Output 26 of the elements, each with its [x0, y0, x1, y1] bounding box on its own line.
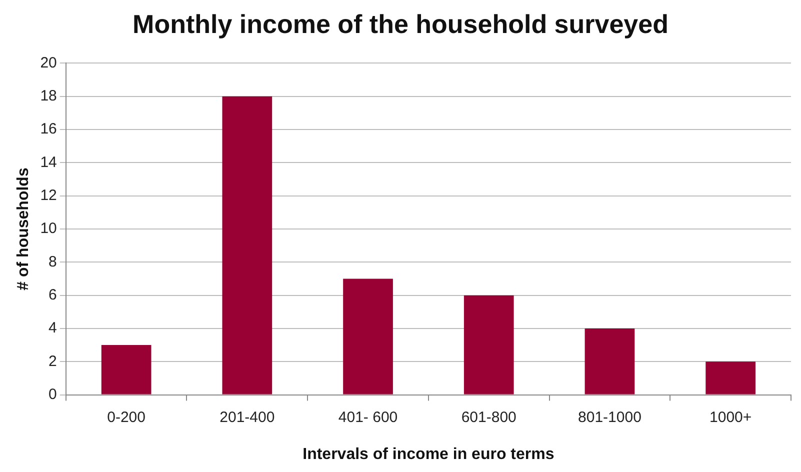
y-tick-label: 20 [40, 54, 57, 72]
x-tick-label: 801-1000 [578, 408, 642, 426]
y-tick-label: 14 [40, 154, 57, 171]
x-tick-label: 201-400 [220, 408, 275, 426]
y-tick-label: 8 [48, 253, 57, 270]
bar [222, 96, 272, 394]
x-tick-label: 601-800 [461, 408, 516, 426]
x-axis-title: Intervals of income in euro terms [302, 446, 554, 463]
bar [584, 328, 635, 394]
y-tick-label: 2 [48, 352, 57, 370]
bar [706, 362, 756, 394]
y-tick-label: 12 [40, 186, 57, 204]
y-tick-label: 0 [48, 386, 57, 403]
y-tick-label: 16 [40, 120, 57, 138]
bar [101, 345, 152, 394]
chart-title: Monthly income of the household surveyed [132, 8, 668, 39]
y-tick-label: 10 [40, 220, 57, 238]
bar [464, 295, 514, 394]
x-tick-label: 401- 600 [338, 408, 398, 426]
y-axis-title: # of households [15, 168, 32, 290]
y-tick-label: 6 [48, 286, 57, 304]
x-tick-label: 0-200 [107, 408, 146, 426]
y-tick-label: 4 [48, 320, 57, 337]
x-tick-label: 1000+ [710, 408, 752, 426]
y-tick-label: 18 [40, 88, 57, 104]
bar [343, 278, 393, 394]
